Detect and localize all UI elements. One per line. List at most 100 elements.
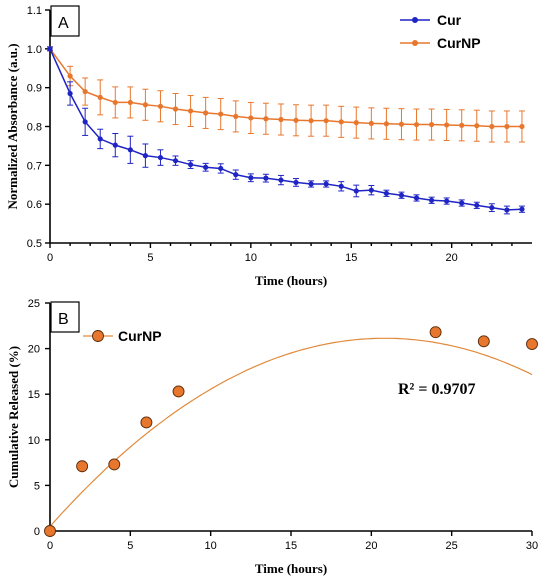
data-point-cur <box>504 207 510 213</box>
r-squared-annotation: R² = 0.9707 <box>398 381 475 398</box>
data-point-cur <box>112 142 118 148</box>
data-point-curnp <box>127 99 133 106</box>
data-point-curnp <box>519 123 525 130</box>
data-point-cur <box>67 90 73 97</box>
data-point-curnp <box>187 108 194 114</box>
data-point-curnp <box>82 88 88 95</box>
chart-a-ticks: 0 5 10 15 20 0.5 0.6 0.7 0.8 0.9 1.0 1.1 <box>27 5 513 264</box>
data-point-cur <box>519 206 525 212</box>
data-point-cur <box>428 197 435 203</box>
chart-b-x-axis-title: Time (hours) <box>255 561 327 576</box>
data-point-cur <box>263 175 269 181</box>
data-point-curnp <box>172 106 179 112</box>
chart-b-y-tick-label: 25 <box>28 298 40 310</box>
data-point-curnp <box>67 73 73 79</box>
data-point-curnp <box>97 94 103 100</box>
legend-label-curnp: CurNP <box>437 35 481 51</box>
data-point-curnp <box>474 123 480 129</box>
panel-label-a: A <box>58 15 69 32</box>
chart-a-y-tick-label: 1.1 <box>27 5 42 17</box>
data-point-curnp <box>428 121 435 128</box>
data-point-cur <box>444 198 450 204</box>
data-point-curnp <box>278 116 284 123</box>
chart-a-x-tick-label: 5 <box>147 252 153 264</box>
data-point-cur <box>459 200 465 206</box>
chart-a-y-tick-label: 0.5 <box>27 238 42 250</box>
data-point-curnp <box>504 123 510 130</box>
data-point-cur <box>157 154 164 161</box>
chart-a-x-axis-title: Time (hours) <box>255 273 327 288</box>
data-point-curnp <box>293 117 299 123</box>
chart-a-x-tick-label: 15 <box>345 252 357 264</box>
chart-a-y-tick-label: 0.7 <box>27 160 42 172</box>
data-point-cur <box>172 158 179 164</box>
data-point-curnp <box>338 119 344 125</box>
chart-a-series <box>47 46 525 215</box>
data-point-curnp <box>218 111 224 117</box>
data-point-curnp <box>142 102 148 108</box>
data-point-cur <box>353 188 359 194</box>
chart-a-absorbance: 0 5 10 15 200.50.60.70.80.91.01.1 Cur CurNP … <box>5 5 532 288</box>
legend-label-curnp-b: CurNP <box>118 328 162 344</box>
data-point-cur <box>127 147 133 153</box>
data-point-curnp-release <box>429 326 442 339</box>
data-point-curnp <box>233 113 239 120</box>
data-point-cur <box>142 153 148 159</box>
legend-marker-curnp-b <box>92 330 104 342</box>
chart-b-y-tick-label: 0 <box>34 526 40 538</box>
data-point-curnp-release <box>477 335 490 348</box>
data-point-curnp-release <box>44 525 56 537</box>
data-point-cur <box>308 181 314 187</box>
data-point-curnp <box>353 120 359 126</box>
data-point-cur <box>248 175 254 181</box>
data-point-cur <box>398 192 405 198</box>
chart-b-y-tick-label: 10 <box>28 435 40 447</box>
data-point-curnp-release <box>172 385 185 398</box>
data-point-curnp-release <box>526 338 538 350</box>
chart-b-series <box>44 326 538 537</box>
chart-a-x-tick-label: 10 <box>245 252 257 264</box>
chart-b-y-tick-label: 20 <box>28 344 40 356</box>
data-point-curnp <box>157 103 164 109</box>
data-point-cur <box>47 46 53 52</box>
panel-label-b: B <box>58 311 69 328</box>
chart-b-y-tick-label: 15 <box>28 389 40 401</box>
chart-a-legend: Cur CurNP <box>400 12 481 51</box>
data-point-cur <box>338 183 344 189</box>
data-point-curnp <box>323 118 329 124</box>
data-point-cur <box>233 172 239 178</box>
chart-b-y-tick-label: 5 <box>34 480 40 492</box>
data-point-cur <box>218 165 224 172</box>
data-point-curnp <box>263 116 269 122</box>
data-point-cur <box>323 181 329 187</box>
chart-b-x-tick-label: 25 <box>446 540 458 552</box>
chart-a-x-tick-label: 0 <box>47 252 53 264</box>
data-point-cur <box>489 205 495 211</box>
chart-a-y-tick-label: 0.9 <box>27 83 42 95</box>
data-point-curnp <box>248 115 254 121</box>
series-line-curnp <box>49 48 522 128</box>
chart-a-y-tick-label: 1.0 <box>27 44 42 56</box>
data-point-curnp <box>459 122 465 128</box>
chart-b-x-tick-label: 15 <box>285 540 297 552</box>
data-point-curnp-release <box>108 458 121 471</box>
data-point-cur <box>413 195 420 201</box>
data-point-cur <box>278 177 284 183</box>
data-point-curnp <box>368 120 374 126</box>
fit-curve-curnp <box>49 337 533 527</box>
data-point-cur <box>474 202 480 208</box>
series-line-cur <box>49 48 522 211</box>
legend-marker-cur <box>412 17 418 23</box>
chart-b-release: 0 5 10 15 20 25 30 0 5 10 15 20 25 CurNP B R² = 0.97… <box>6 298 538 576</box>
data-point-curnp <box>398 121 405 127</box>
chart-a-x-tick-label: 20 <box>446 252 458 264</box>
data-point-cur <box>293 179 299 186</box>
chart-a-y-axis-title: Normalized Absorbance (a.u.) <box>5 43 20 209</box>
panel-label-b-box: B <box>50 301 80 333</box>
data-point-curnp-release <box>76 460 89 473</box>
data-point-cur <box>383 190 389 196</box>
chart-b-legend: CurNP <box>83 328 162 344</box>
chart-b-y-axis-title: Cumulative Released (%) <box>6 346 21 488</box>
chart-a-y-tick-label: 0.8 <box>27 122 42 134</box>
